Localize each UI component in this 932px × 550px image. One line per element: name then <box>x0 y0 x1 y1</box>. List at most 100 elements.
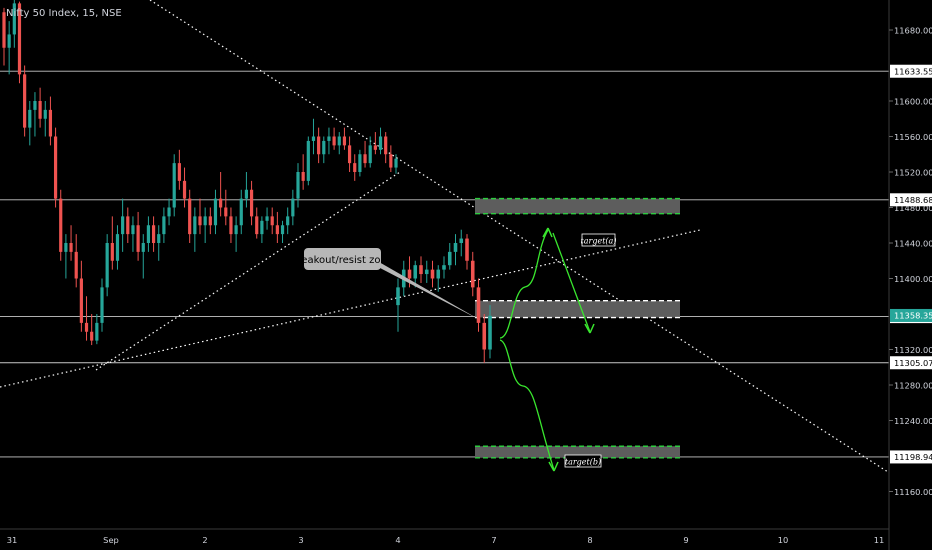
candle-body <box>342 136 347 146</box>
candle-body <box>198 216 202 226</box>
price-tag-box <box>890 356 932 370</box>
candle-body <box>151 225 156 243</box>
x-tick-label: 7 <box>491 535 496 545</box>
candle-body <box>12 3 16 35</box>
candle-body <box>311 136 316 141</box>
candle-body <box>291 198 295 217</box>
x-tick-label: 4 <box>395 535 400 545</box>
price-tag-label: 11198.94 <box>894 452 932 462</box>
target-a-label-box <box>581 233 616 247</box>
x-tick-label: 3 <box>298 535 303 545</box>
candle-body <box>203 216 207 226</box>
candle-body <box>146 225 151 243</box>
candle-body <box>33 101 37 110</box>
target-b-label-box <box>564 454 602 468</box>
x-tick-label: 2 <box>202 535 207 545</box>
target-b-label: target(b) <box>565 458 601 467</box>
zones <box>475 197 680 459</box>
candle-body <box>317 136 321 155</box>
projection-arrows <box>499 227 595 472</box>
candle-body <box>260 220 264 235</box>
candle-body <box>115 234 120 261</box>
level-lines <box>0 70 889 458</box>
candle-body <box>136 225 140 252</box>
candle-body <box>407 269 412 279</box>
candle-body <box>249 189 254 217</box>
x-tick-label: 11 <box>874 535 885 545</box>
price-tag-label: 11305.07 <box>894 358 932 368</box>
y-tick-label: 11240.00 <box>894 416 932 426</box>
zone-rect <box>475 446 680 458</box>
x-tick-label: 9 <box>683 535 688 545</box>
candle-body <box>413 265 418 279</box>
y-tick-label: 11320.00 <box>894 345 932 355</box>
target-a-label: target(a) <box>581 237 617 246</box>
candle-body <box>59 198 63 252</box>
chart-title: Nifty 50 Index, 15, NSE <box>6 8 122 19</box>
candle-body <box>447 251 452 266</box>
candle-body <box>424 269 429 275</box>
candle-body <box>358 154 362 172</box>
candle-body <box>90 331 94 341</box>
candle-body <box>453 243 458 252</box>
x-tick-label: Sep <box>103 535 119 545</box>
candle-body <box>182 180 187 199</box>
callout-text: breakout/resist zone <box>291 255 393 266</box>
candle-body <box>430 269 435 279</box>
zone-rect <box>475 300 680 318</box>
candle-body <box>100 287 104 323</box>
candle-body <box>74 251 78 279</box>
candle-body <box>275 225 279 235</box>
x-tick-label: 10 <box>778 535 789 545</box>
trendlines <box>0 0 889 473</box>
y-tick-label: 11280.00 <box>894 381 932 391</box>
time-axis[interactable]: 31 Sep 2 3 4 7 8 9 10 11 <box>7 535 885 545</box>
candle-body <box>482 322 487 350</box>
price-tag-box <box>890 308 932 322</box>
candle-body <box>286 216 290 226</box>
candle-body <box>394 158 398 168</box>
callout: breakout/resist zone <box>291 248 480 320</box>
candle-body <box>157 234 161 243</box>
candle-body <box>193 216 197 235</box>
candle-body <box>322 140 326 155</box>
x-tick-label: 8 <box>587 535 592 545</box>
candle-body <box>167 207 171 217</box>
candle-body <box>126 216 130 235</box>
candle-body <box>64 243 68 252</box>
y-tick-label: 11520.00 <box>894 168 932 178</box>
price-axis[interactable]: 11680.00 11600.00 11560.00 11520.00 11480.00… <box>889 0 932 550</box>
price-tag-label: 11358.35 <box>894 311 932 321</box>
candle-body <box>270 216 274 226</box>
candle-body <box>239 198 243 226</box>
candle-body <box>378 136 383 150</box>
candle-body <box>363 154 367 164</box>
candle-body <box>470 260 475 288</box>
candle-body <box>332 136 336 146</box>
candle-body <box>53 136 58 199</box>
candle-body <box>131 225 135 235</box>
arrow-to-target-b <box>499 339 555 471</box>
candle-body <box>384 136 388 155</box>
candle-body <box>280 225 285 235</box>
candle-body <box>69 243 73 252</box>
candle-body <box>234 225 238 235</box>
candle-body <box>347 145 352 164</box>
candle-body <box>337 136 341 146</box>
candle-body <box>219 198 223 208</box>
candle-body <box>244 189 249 199</box>
y-tick-label: 11560.00 <box>894 132 932 142</box>
arrowhead-down-icon <box>584 323 595 334</box>
candle-body <box>43 109 47 119</box>
candle-body <box>28 109 32 128</box>
y-tick-label: 11440.00 <box>894 239 932 249</box>
candle-body <box>105 243 109 288</box>
descending-trendline <box>149 0 889 473</box>
candle-body <box>172 163 176 208</box>
candle-body <box>141 243 145 252</box>
y-tick-label: 11680.00 <box>894 26 932 36</box>
candle-body <box>396 287 400 306</box>
zone-rect <box>475 198 680 214</box>
